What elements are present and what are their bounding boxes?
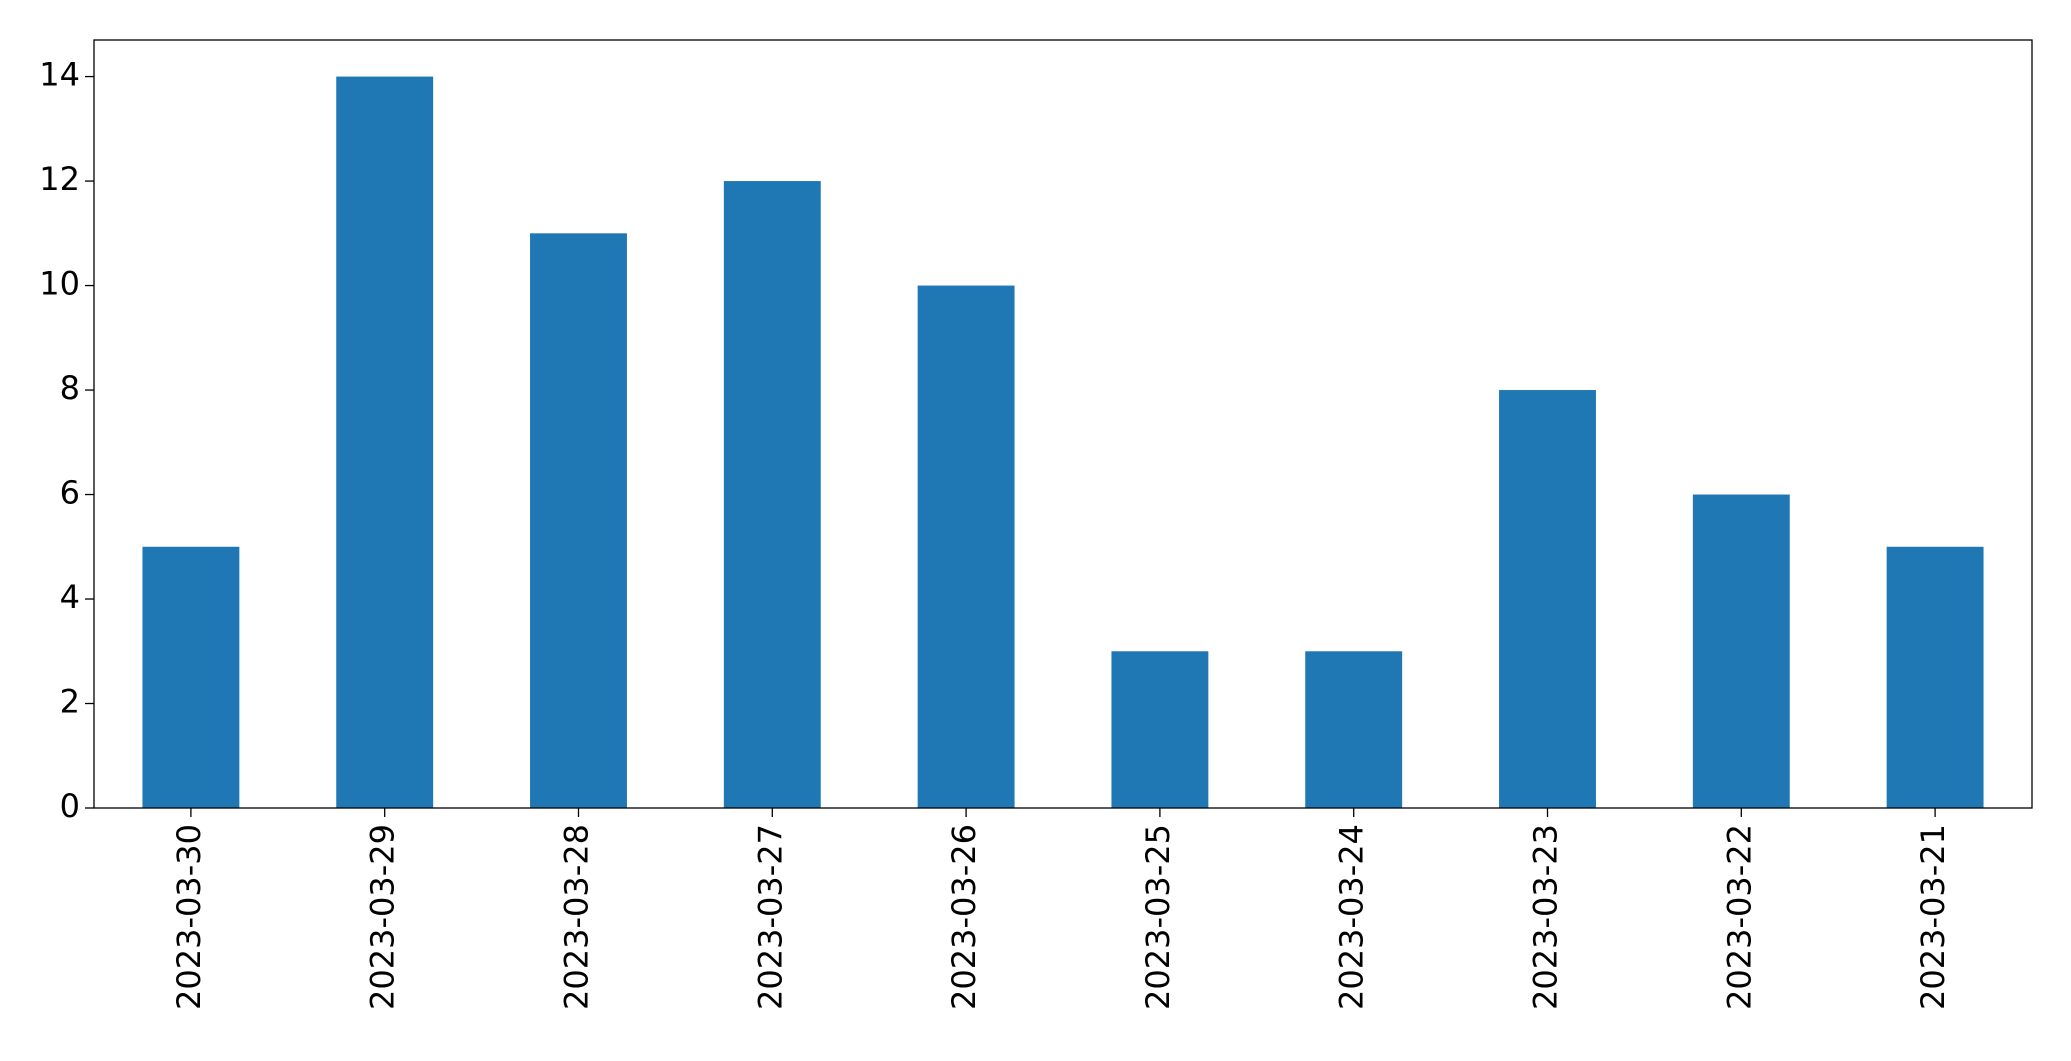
bar: [142, 546, 240, 808]
x-tick-label: 2023-03-21: [1914, 824, 1952, 1010]
bar: [336, 76, 434, 809]
bar: [1499, 390, 1596, 808]
bar: [1305, 651, 1403, 808]
bar: [530, 233, 627, 808]
bar: [1692, 494, 1790, 808]
x-tick-label: 2023-03-26: [945, 824, 983, 1010]
x-tick-label: 2023-03-23: [1527, 824, 1565, 1010]
x-tick-label: 2023-03-24: [1333, 824, 1371, 1010]
y-tick-label: 0: [60, 787, 80, 825]
y-tick-label: 14: [39, 56, 80, 94]
x-tick-label: 2023-03-29: [364, 824, 402, 1010]
bar: [1111, 651, 1209, 808]
y-tick-label: 4: [60, 578, 80, 616]
x-tick-label: 2023-03-30: [170, 824, 208, 1010]
y-tick-label: 10: [39, 265, 80, 303]
x-tick-label: 2023-03-28: [558, 824, 596, 1010]
bar: [723, 181, 821, 808]
x-tick-label: 2023-03-22: [1720, 824, 1758, 1010]
bar: [917, 285, 1015, 808]
y-tick-label: 12: [39, 160, 80, 198]
y-tick-label: 2: [60, 683, 80, 721]
x-tick-label: 2023-03-27: [751, 824, 789, 1010]
x-tick-label: 2023-03-25: [1139, 824, 1177, 1010]
y-tick-label: 6: [60, 474, 80, 512]
y-tick-label: 8: [60, 369, 80, 407]
plot-frame: [93, 39, 2033, 809]
bar: [1886, 546, 1984, 808]
